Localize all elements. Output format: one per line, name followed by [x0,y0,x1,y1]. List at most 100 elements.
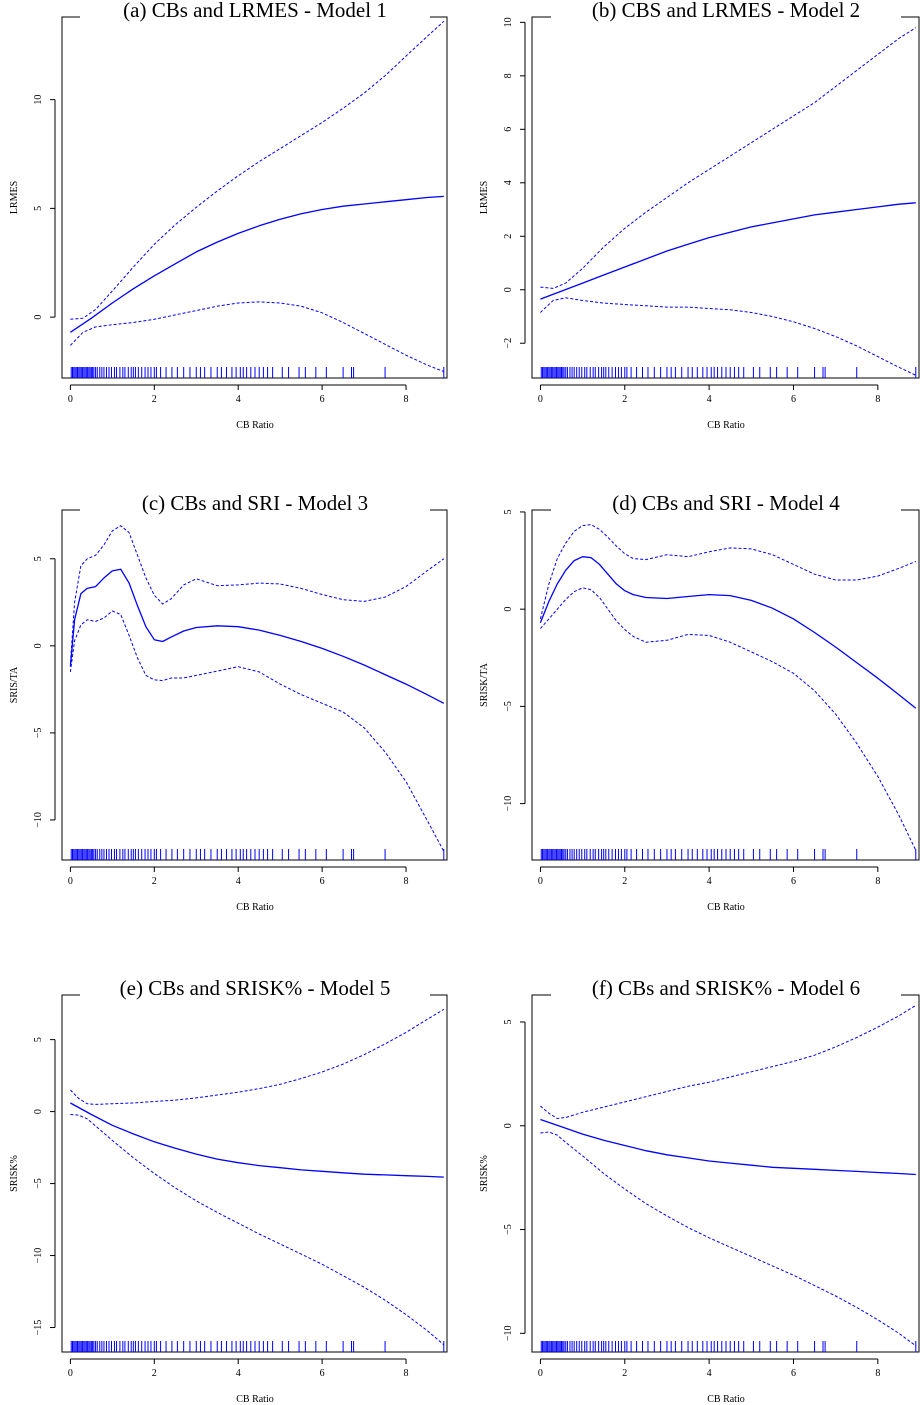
x-tick-label: 2 [152,876,157,887]
y-tick-label: −10 [503,1325,514,1341]
series-line-estimate [540,1118,916,1176]
y-tick-label: 5 [503,1019,514,1024]
x-tick-label: 2 [152,1368,157,1379]
chart-title: (f) CBs and SRISK% - Model 6 [592,976,860,1000]
x-tick-label: 6 [320,394,325,405]
y-tick-label: −10 [33,1248,44,1264]
series-line-estimate [70,1102,444,1178]
series-line-band [70,301,444,372]
x-tick-label: 2 [622,394,627,405]
y-tick-label: 10 [503,17,514,27]
y-tick-label: −5 [503,701,514,712]
x-tick-label: 8 [875,876,880,887]
x-axis-label: CB Ratio [707,902,745,913]
y-tick-label: 0 [33,315,44,320]
y-tick-label: −15 [33,1320,44,1336]
chart-panel: (c) CBs and SRI - Model 3 0 2 4 6 8 CB Ratio −1… [9,490,448,913]
x-tick-label: 6 [791,1368,796,1379]
series-line-band [539,524,916,620]
x-axis-label: CB Ratio [707,420,745,431]
chart-title: (a) CBs and LRMES - Model 1 [123,0,387,22]
x-tick-label: 2 [622,1368,627,1379]
y-tick-label: 0 [33,1109,44,1114]
x-axis-label: CB Ratio [707,1394,745,1405]
title-backing [551,490,901,512]
plot-frame [531,509,920,861]
series-line-band [540,1004,917,1119]
x-tick-label: 6 [320,1368,325,1379]
chart-panel: (f) CBs and SRISK% - Model 6 0 2 4 6 8 CB Rati… [479,975,920,1405]
y-axis-label: SRISK/TA [479,662,490,706]
x-tick-label: 6 [791,876,796,887]
title-backing [551,975,901,997]
x-tick-label: 0 [538,394,543,405]
chart-panel: (e) CBs and SRISK% - Model 5 0 2 4 6 8 CB Rati… [9,975,448,1405]
y-tick-label: −10 [503,796,514,812]
x-axis-label: CB Ratio [236,1394,274,1405]
x-tick-label: 4 [236,876,241,887]
x-tick-label: 6 [791,394,796,405]
title-backing [80,0,430,19]
series-line-band [540,587,917,851]
x-axis-label: CB Ratio [236,420,274,431]
series-line-band [540,297,917,376]
x-tick-label: 4 [707,1368,712,1379]
y-tick-label: 6 [503,127,514,132]
chart-title: (c) CBs and SRI - Model 3 [142,491,368,515]
series-line-estimate [540,202,916,300]
series-line-band [70,1008,445,1105]
title-backing [551,0,901,19]
y-tick-label: −2 [503,338,514,349]
y-tick-label: 10 [33,95,44,105]
series-line-estimate [70,195,444,333]
x-tick-label: 4 [707,876,712,887]
x-tick-label: 8 [404,1368,409,1379]
series-line-band [70,20,445,320]
x-tick-label: 8 [404,394,409,405]
y-tick-label: 5 [503,509,514,514]
y-axis-label: SRISK% [9,1155,20,1192]
x-tick-label: 0 [538,1368,543,1379]
x-axis-label: CB Ratio [236,902,274,913]
plot-frame [531,16,920,379]
chart-title: (d) CBs and SRI - Model 4 [612,491,840,515]
y-tick-label: −10 [33,812,44,828]
series-line-band [69,610,445,852]
y-tick-label: 0 [503,1123,514,1128]
plot-frame [61,994,448,1353]
y-tick-label: 5 [33,1037,44,1042]
chart-panel: (a) CBs and LRMES - Model 1 0 2 4 6 8 CB Ratio… [9,0,448,431]
y-axis-label: SRIS/TA [9,666,20,703]
chart-title: (b) CBS and LRMES - Model 2 [592,0,860,22]
x-tick-label: 0 [68,876,73,887]
y-tick-label: −5 [33,1178,44,1189]
chart-panel: (d) CBs and SRI - Model 4 0 2 4 6 8 CB Ratio −1… [479,490,920,913]
x-tick-label: 0 [68,1368,73,1379]
x-tick-label: 0 [538,876,543,887]
series-line-band [540,1131,917,1347]
y-axis-label: LRMES [479,181,490,214]
y-axis-label: LRMES [9,181,20,214]
x-tick-label: 8 [875,1368,880,1379]
x-tick-label: 8 [875,394,880,405]
y-tick-label: 5 [33,206,44,211]
plot-frame [531,994,920,1353]
x-tick-label: 2 [622,876,627,887]
plot-frame [61,509,448,861]
y-tick-label: 2 [503,234,514,239]
series-line-estimate [69,568,445,704]
series-line-band [70,1114,445,1346]
y-tick-label: 0 [503,607,514,612]
title-backing [80,975,430,997]
y-tick-label: 4 [503,180,514,185]
y-tick-label: 8 [503,73,514,78]
x-tick-label: 4 [707,394,712,405]
y-tick-label: −5 [503,1224,514,1235]
chart-panel: (b) CBS and LRMES - Model 2 0 2 4 6 8 CB Ratio… [479,0,920,431]
chart-title: (e) CBs and SRISK% - Model 5 [120,976,391,1000]
x-tick-label: 4 [236,394,241,405]
x-tick-label: 2 [152,394,157,405]
y-tick-label: −5 [33,728,44,739]
series-line-band [540,27,917,289]
